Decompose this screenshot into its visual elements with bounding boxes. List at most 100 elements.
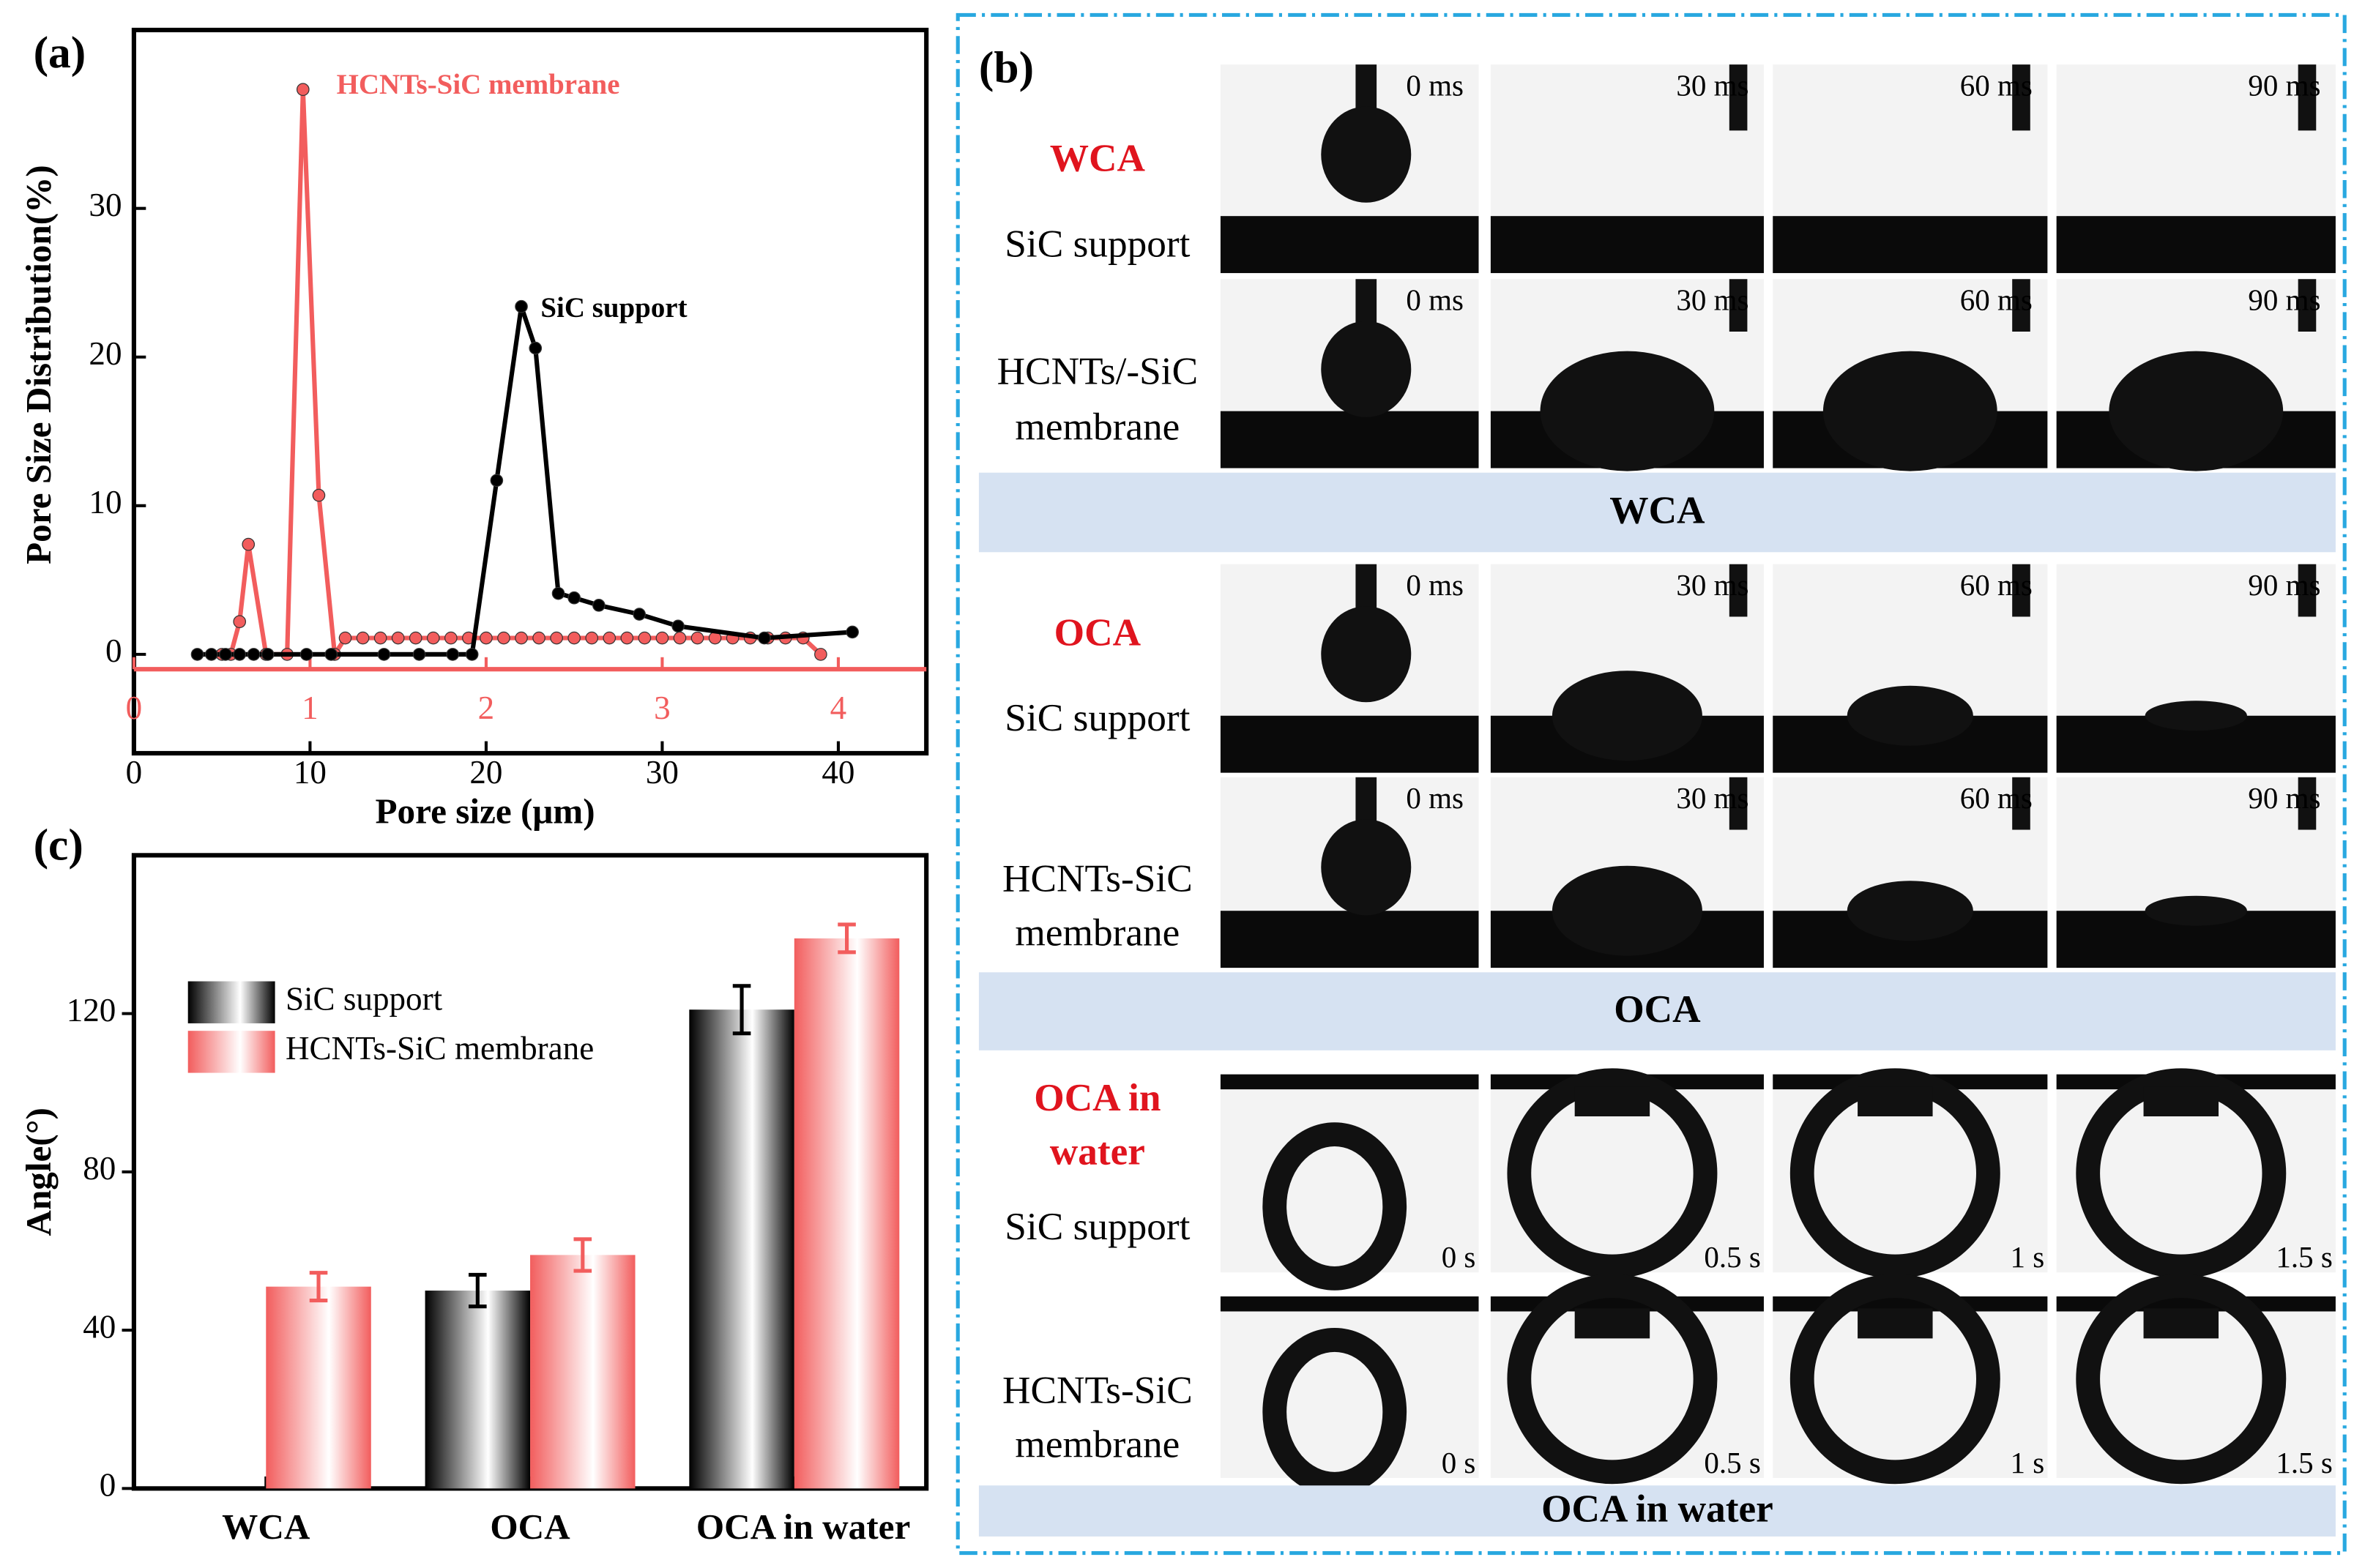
substrate: [1220, 216, 1479, 274]
time-label: 60 ms: [1960, 781, 2033, 815]
time-label: 90 ms: [2248, 283, 2320, 316]
panel-label: (a): [34, 28, 86, 78]
needle: [2298, 64, 2317, 131]
y-tick-label: 20: [89, 335, 122, 372]
y-tick-label: 30: [89, 187, 122, 223]
row-label: HCNTs-SiC: [1002, 1368, 1193, 1411]
row-label: membrane: [1015, 406, 1180, 449]
time-label: 0 ms: [1406, 68, 1464, 102]
series-point: [391, 631, 405, 645]
time-label: 1.5 s: [2276, 1240, 2332, 1274]
series-point: [550, 631, 563, 645]
needle: [2298, 564, 2317, 617]
substrate: [1220, 411, 1479, 468]
y-axis-label: Pore Size Distribution(%): [18, 165, 59, 564]
time-label: 30 ms: [1676, 568, 1748, 602]
panel-b-frame: [956, 12, 2347, 1556]
series-point: [515, 299, 528, 313]
y-tick-label: 40: [83, 1308, 116, 1345]
droplet: [1507, 1068, 1718, 1279]
photo-bg: [1220, 1296, 1479, 1479]
time-label: 60 ms: [1960, 68, 2033, 102]
band-label: OCA in water: [1541, 1487, 1773, 1530]
substrate: [1773, 216, 2048, 274]
droplet: [1321, 106, 1412, 203]
row-tag: OCA in: [1034, 1076, 1161, 1119]
time-label: 30 ms: [1676, 781, 1748, 815]
time-label: 0 s: [1442, 1240, 1476, 1274]
y-tick-label: 0: [105, 632, 122, 669]
series-line: [197, 305, 853, 657]
series-point: [690, 631, 704, 645]
x2-tick-label: 3: [654, 690, 671, 726]
error-bar: [573, 1237, 592, 1273]
needle: [1729, 64, 1748, 131]
series-point: [299, 648, 313, 661]
row-label: SiC support: [1005, 222, 1190, 265]
x-tick-label: WCA: [222, 1507, 310, 1547]
y-tick-label: 80: [83, 1150, 116, 1187]
time-label: 60 ms: [1960, 568, 2033, 602]
x-tick-label: OCA in water: [696, 1507, 910, 1547]
time-label: 30 ms: [1676, 68, 1748, 102]
substrate: [1220, 1074, 1479, 1090]
series-point: [338, 631, 352, 645]
plot-frame: [131, 27, 929, 756]
substrate: [1490, 216, 1764, 274]
x-axis-label: Pore size (μm): [376, 791, 595, 831]
needle: [2298, 777, 2317, 830]
error-bar: [838, 922, 856, 955]
time-label: 90 ms: [2248, 568, 2320, 602]
series-point: [219, 648, 232, 661]
y-axis-label: Angle(°): [18, 1108, 59, 1236]
time-label: 1 s: [2011, 1240, 2045, 1274]
legend-swatch: [187, 981, 275, 1023]
substrate: [2056, 216, 2336, 274]
time-label: 0.5 s: [1704, 1446, 1760, 1479]
series-point: [490, 474, 504, 488]
needle: [1729, 564, 1748, 617]
photo-bg: [1220, 1074, 1479, 1273]
needle: [1729, 279, 1748, 332]
needle: [2298, 279, 2317, 332]
time-label: 90 ms: [2248, 781, 2320, 815]
series-point: [638, 631, 652, 645]
x-tick-label: 20: [469, 754, 502, 791]
band: [978, 972, 2336, 1050]
substrate: [1220, 715, 1479, 773]
y-tick-label: 0: [100, 1467, 116, 1504]
series-point: [261, 648, 275, 661]
time-label: 0 ms: [1406, 283, 1464, 316]
series-point: [620, 631, 634, 645]
y-tick-label: 120: [67, 992, 116, 1028]
needle: [2012, 564, 2030, 617]
series-point: [190, 648, 204, 661]
droplet: [1321, 606, 1412, 703]
band-label: OCA: [1614, 988, 1701, 1031]
legend-label: HCNTs-SiC membrane: [286, 1030, 594, 1067]
time-label: 1 s: [2011, 1446, 2045, 1479]
row-label: HCNTs/-SiC: [997, 350, 1199, 393]
time-label: 90 ms: [2248, 68, 2320, 102]
annotation: SiC support: [540, 292, 687, 324]
series-point: [204, 648, 218, 661]
needle: [2012, 279, 2030, 332]
series-point: [247, 648, 261, 661]
droplet: [1507, 1274, 1718, 1485]
neck: [1574, 1308, 1650, 1339]
panel-label: (b): [979, 42, 1034, 92]
series-point: [814, 648, 827, 661]
time-label: 0 ms: [1406, 781, 1464, 815]
time-label: 0 s: [1442, 1446, 1476, 1479]
bar: [794, 938, 900, 1489]
neck: [1858, 1308, 1933, 1339]
droplet: [1552, 671, 1702, 761]
series-point: [356, 631, 370, 645]
time-label: 0.5 s: [1704, 1240, 1760, 1274]
droplet: [1789, 1274, 2000, 1485]
series-point: [758, 631, 771, 645]
substrate: [1220, 1296, 1479, 1312]
x-tick-label: 30: [646, 754, 679, 791]
